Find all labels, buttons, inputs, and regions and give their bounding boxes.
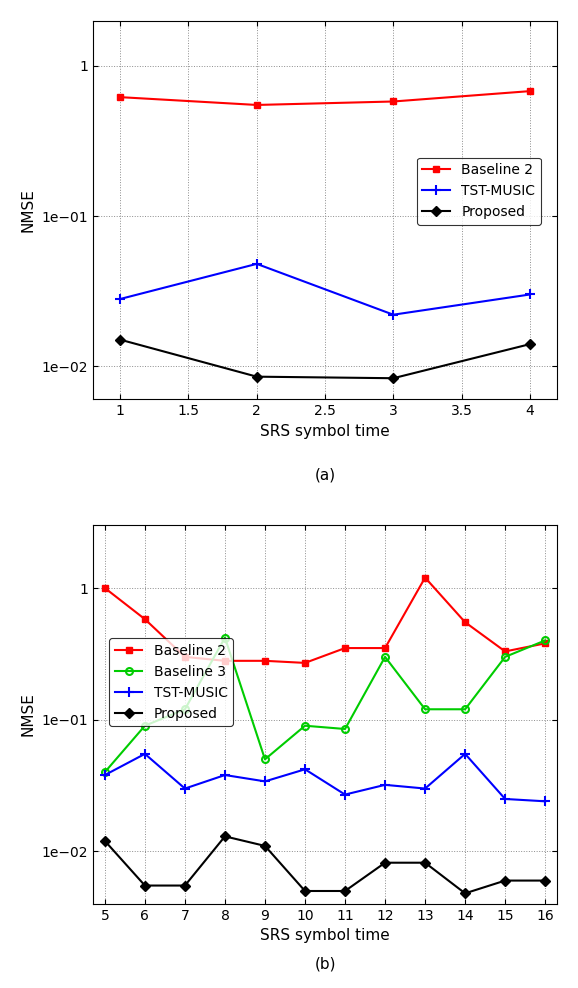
TST-MUSIC xyxy=(390,309,397,321)
Baseline 2 xyxy=(117,91,124,103)
Baseline 2 xyxy=(253,99,260,111)
Proposed xyxy=(302,885,309,897)
TST-MUSIC xyxy=(261,776,268,787)
Baseline 2 xyxy=(542,637,549,649)
Proposed xyxy=(542,874,549,886)
Baseline 3 xyxy=(381,651,388,663)
Proposed xyxy=(342,885,349,897)
Proposed xyxy=(142,879,149,891)
Baseline 2 xyxy=(181,651,188,663)
Baseline 3 xyxy=(261,754,268,766)
TST-MUSIC xyxy=(462,748,469,760)
Baseline 2 xyxy=(342,642,349,654)
Line: TST-MUSIC: TST-MUSIC xyxy=(116,259,535,319)
Proposed xyxy=(181,879,188,891)
Baseline 2 xyxy=(101,582,108,594)
TST-MUSIC xyxy=(117,293,124,305)
Line: Proposed: Proposed xyxy=(117,336,533,381)
Baseline 3 xyxy=(302,720,309,732)
Baseline 2 xyxy=(390,96,397,108)
Proposed xyxy=(261,840,268,852)
Y-axis label: NMSE: NMSE xyxy=(21,188,36,232)
Proposed xyxy=(421,857,428,868)
Baseline 2 xyxy=(142,614,149,625)
Y-axis label: NMSE: NMSE xyxy=(21,693,36,736)
Legend: Baseline 2, Baseline 3, TST-MUSIC, Proposed: Baseline 2, Baseline 3, TST-MUSIC, Propo… xyxy=(109,638,233,726)
Baseline 2 xyxy=(462,617,469,628)
TST-MUSIC xyxy=(342,788,349,800)
Baseline 2 xyxy=(502,645,509,657)
Text: (b): (b) xyxy=(314,956,336,972)
Line: Baseline 3: Baseline 3 xyxy=(101,634,549,776)
Baseline 3 xyxy=(221,631,228,643)
Proposed xyxy=(117,334,124,346)
X-axis label: SRS symbol time: SRS symbol time xyxy=(260,928,390,944)
TST-MUSIC xyxy=(302,764,309,776)
Baseline 3 xyxy=(101,766,108,778)
Baseline 3 xyxy=(142,720,149,732)
Baseline 3 xyxy=(462,703,469,715)
Proposed xyxy=(101,835,108,847)
Baseline 3 xyxy=(502,651,509,663)
X-axis label: SRS symbol time: SRS symbol time xyxy=(260,424,390,439)
Line: Proposed: Proposed xyxy=(101,833,549,897)
Baseline 2 xyxy=(302,657,309,669)
Baseline 2 xyxy=(421,572,428,584)
TST-MUSIC xyxy=(101,769,108,781)
TST-MUSIC xyxy=(381,779,388,790)
Line: Baseline 2: Baseline 2 xyxy=(101,574,549,666)
Legend: Baseline 2, TST-MUSIC, Proposed: Baseline 2, TST-MUSIC, Proposed xyxy=(417,158,541,224)
TST-MUSIC xyxy=(502,793,509,805)
TST-MUSIC xyxy=(542,795,549,807)
Proposed xyxy=(221,831,228,843)
Proposed xyxy=(381,857,388,868)
Line: Baseline 2: Baseline 2 xyxy=(117,88,533,109)
Baseline 2 xyxy=(221,655,228,667)
Proposed xyxy=(502,874,509,886)
Baseline 3 xyxy=(542,634,549,646)
Baseline 2 xyxy=(527,85,533,97)
Baseline 3 xyxy=(421,703,428,715)
Baseline 3 xyxy=(181,703,188,715)
Baseline 3 xyxy=(342,723,349,735)
Proposed xyxy=(462,887,469,899)
TST-MUSIC xyxy=(421,782,428,794)
TST-MUSIC xyxy=(527,288,533,300)
Baseline 2 xyxy=(381,642,388,654)
TST-MUSIC xyxy=(142,748,149,760)
TST-MUSIC xyxy=(253,258,260,270)
Proposed xyxy=(390,372,397,384)
Baseline 2 xyxy=(261,655,268,667)
Proposed xyxy=(527,338,533,350)
Line: TST-MUSIC: TST-MUSIC xyxy=(100,749,550,806)
Proposed xyxy=(253,370,260,382)
TST-MUSIC xyxy=(221,769,228,781)
Text: (a): (a) xyxy=(314,467,336,482)
TST-MUSIC xyxy=(181,782,188,794)
